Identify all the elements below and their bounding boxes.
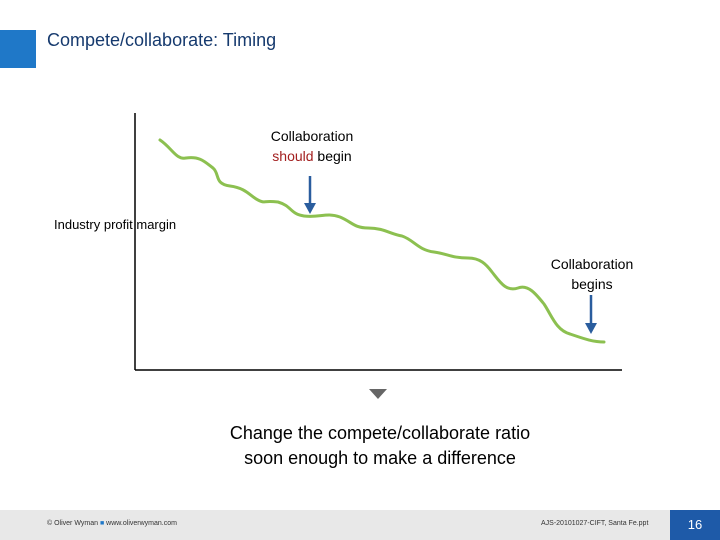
profit-margin-curve (158, 138, 606, 344)
footer-website-link[interactable]: www.oliverwyman.com (106, 520, 177, 527)
should-begin-arrow (304, 176, 316, 214)
tagline: Change the compete/collaborate ratio soo… (120, 421, 640, 471)
begins-arrow (585, 295, 597, 334)
footer-separator-icon: ■ (99, 520, 105, 527)
annotation-begins-line2: begins (571, 276, 613, 292)
tagline-line2: soon enough to make a difference (244, 448, 516, 468)
footer-copyright: © Oliver Wyman (47, 520, 98, 527)
slide-title: Compete/collaborate: Timing (47, 30, 277, 50)
annotation-begins: Collaboration begins (520, 254, 664, 294)
annotation-should-begin-rest: begin (313, 148, 352, 164)
page-number: 16 (670, 510, 720, 540)
annotation-should-begin: Collaboration should begin (232, 126, 392, 166)
footer-left: © Oliver Wyman ■ www.oliverwyman.com (47, 520, 177, 527)
tagline-line1: Change the compete/collaborate ratio (229, 423, 531, 443)
down-triangle-icon (369, 389, 387, 399)
annotation-should-begin-line2: should begin (232, 146, 392, 166)
annotation-emphasis-should: should (272, 148, 314, 164)
annotation-begins-line1: Collaboration (550, 256, 634, 272)
annotation-should-begin-line1: Collaboration (270, 128, 354, 144)
y-axis-label: Industry profit margin (54, 217, 177, 232)
footer-document-ref: AJS-20101027-CIFT, Santa Fe.ppt (541, 520, 649, 527)
title-accent-block (0, 30, 36, 68)
footer-bar: © Oliver Wyman ■ www.oliverwyman.com AJS… (0, 510, 670, 540)
